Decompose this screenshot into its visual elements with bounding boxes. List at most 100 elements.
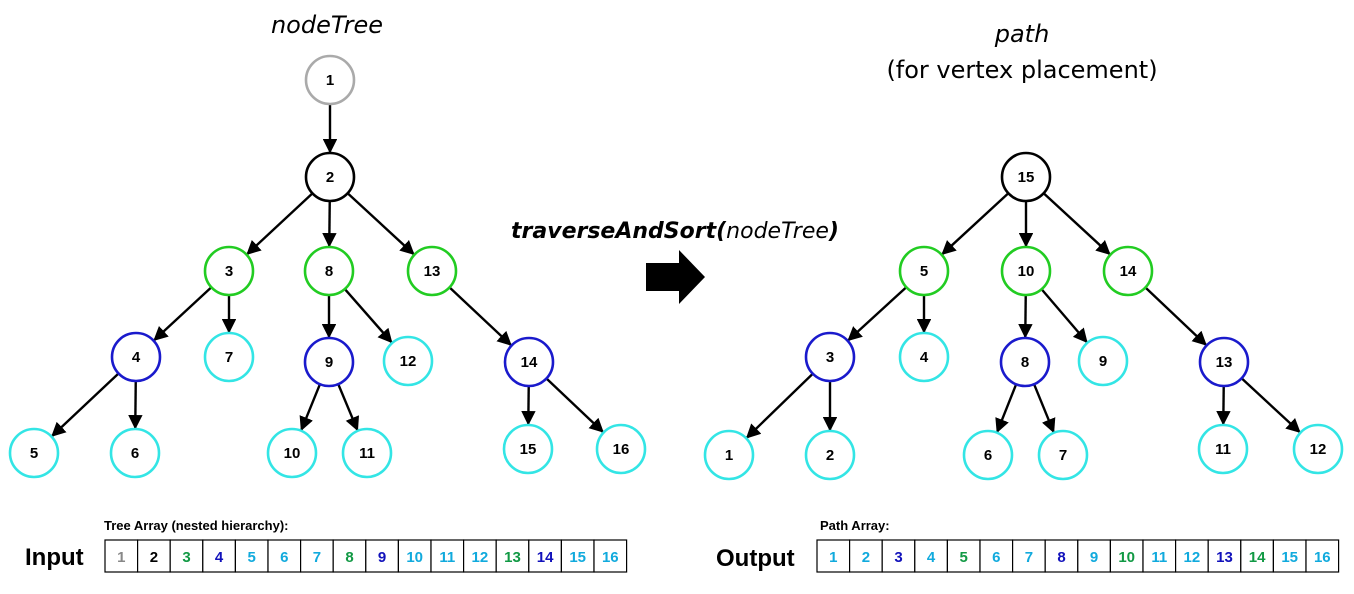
right-node-14 <box>1102 245 1154 297</box>
right-node-label-5: 5 <box>920 263 928 280</box>
left-edge-14-16 <box>545 377 604 433</box>
right-node-label-3: 3 <box>826 349 834 366</box>
path-array-cell <box>816 539 851 573</box>
path-array: 1 2 3 4 5 6 7 8 9 10 11 12 13 14 15 16 <box>816 539 1340 573</box>
tree-array-cell-value: 14 <box>537 549 554 566</box>
left-node-label-13: 13 <box>424 263 441 280</box>
right-node-label-1: 1 <box>725 447 733 464</box>
path-array-cell <box>848 539 883 573</box>
right-node-label-8: 8 <box>1021 354 1029 371</box>
left-edge-9-11 <box>337 383 360 432</box>
path-array-cell <box>1305 539 1340 573</box>
left-node-12 <box>382 335 434 387</box>
right-node-10 <box>1000 245 1052 297</box>
left-node-label-5: 5 <box>30 445 38 462</box>
right-node-label-12: 12 <box>1310 441 1327 458</box>
path-array-cell-value: 16 <box>1314 549 1331 566</box>
left-node-1 <box>304 54 356 106</box>
right-edge-15-14 <box>1042 192 1111 256</box>
right-title: path <box>994 20 1050 48</box>
right-node-7 <box>1037 429 1089 481</box>
left-node-label-3: 3 <box>225 263 233 280</box>
path-array-cell <box>914 539 948 573</box>
left-edge-4-5 <box>51 372 120 437</box>
tree-array-cell-value: 5 <box>248 549 256 566</box>
left-edge-8-12 <box>343 288 393 344</box>
left-node-2 <box>304 151 356 203</box>
tree-array-cell <box>234 539 269 573</box>
left-node-3 <box>203 245 255 297</box>
left-node-label-8: 8 <box>325 263 333 280</box>
left-node-label-15: 15 <box>520 441 537 458</box>
input-label: Input <box>25 544 84 571</box>
output-label: Output <box>716 545 795 572</box>
tree-array-cell <box>332 539 367 573</box>
left-node-7 <box>203 331 255 383</box>
tree-array-cell <box>593 539 628 573</box>
left-node-6 <box>109 427 161 479</box>
left-node-label-9: 9 <box>325 354 333 371</box>
left-node-8 <box>303 245 355 297</box>
right-edge-5-3 <box>847 286 908 342</box>
right-node-label-15: 15 <box>1018 169 1035 186</box>
path-array-cell-value: 13 <box>1216 549 1233 566</box>
left-node-14 <box>503 336 555 388</box>
right-node-12 <box>1292 423 1344 475</box>
tree-array-cell <box>169 539 204 573</box>
left-edge-3-4 <box>153 286 213 342</box>
right-edge-8-6 <box>995 383 1018 434</box>
right-node-3 <box>804 331 856 383</box>
left-node-10 <box>266 427 318 479</box>
left-node-label-11: 11 <box>359 445 375 462</box>
right-node-label-7: 7 <box>1059 447 1067 464</box>
tree-array-cell-value: 9 <box>378 549 386 566</box>
path-array-cell-value: 1 <box>829 549 837 566</box>
right-node-label-13: 13 <box>1216 354 1233 371</box>
left-node-4 <box>110 331 162 383</box>
right-edge-8-7 <box>1032 383 1056 434</box>
left-node-label-6: 6 <box>131 445 139 462</box>
left-node-15 <box>502 423 554 475</box>
right-edge-13-12 <box>1240 377 1301 433</box>
tree-array-cell <box>560 539 595 573</box>
left-edge-9-10 <box>299 383 322 432</box>
left-node-5 <box>8 427 60 479</box>
path-array-cell-value: 4 <box>927 549 936 566</box>
path-array-cell-value: 10 <box>1118 549 1135 566</box>
tree-array-cell-value: 6 <box>280 549 288 566</box>
right-edge-10-9 <box>1040 288 1088 344</box>
left-edge-2-13 <box>346 192 415 256</box>
path-array-cell-value: 9 <box>1090 549 1098 566</box>
path-array-cell-value: 2 <box>862 549 870 566</box>
right-node-5 <box>898 245 950 297</box>
path-array-cell-value: 7 <box>1025 549 1033 566</box>
function-label: traverseAndSort(nodeTree) <box>511 219 839 244</box>
tree-array-cell-value: 4 <box>215 549 224 566</box>
tree-array-cell <box>104 539 139 573</box>
tree-array-cell-value: 11 <box>439 549 455 566</box>
transform-arrow-icon <box>646 250 705 304</box>
left-title: nodeTree <box>271 11 383 39</box>
tree-array-cell-value: 3 <box>182 549 190 566</box>
tree-array-cell <box>528 539 562 573</box>
tree-array-cell-value: 10 <box>406 549 423 566</box>
tree-array: 1 2 3 4 5 6 7 8 9 10 11 12 13 14 15 16 <box>104 539 628 573</box>
left-node-label-2: 2 <box>326 169 334 186</box>
function-arg: nodeTree <box>726 219 829 244</box>
right-edge-14-13 <box>1144 286 1207 346</box>
left-node-label-7: 7 <box>225 349 233 366</box>
right-node-15 <box>1000 151 1052 203</box>
tree-array-cell <box>365 539 399 573</box>
path-array-caption: Path Array: <box>820 518 890 533</box>
tree-array-cell-value: 15 <box>569 549 586 566</box>
right-node-8 <box>999 336 1051 388</box>
tree-array-cell <box>430 539 465 573</box>
right-edge-15-5 <box>941 192 1010 256</box>
tree-array-cell-value: 12 <box>472 549 489 566</box>
tree-array-cell <box>300 539 334 573</box>
right-node-label-14: 14 <box>1120 263 1137 280</box>
path-array-cell <box>1272 539 1307 573</box>
left-edge-2-3 <box>246 192 314 255</box>
tree-array-cell-value: 2 <box>150 549 158 566</box>
path-array-cell-value: 3 <box>894 549 902 566</box>
